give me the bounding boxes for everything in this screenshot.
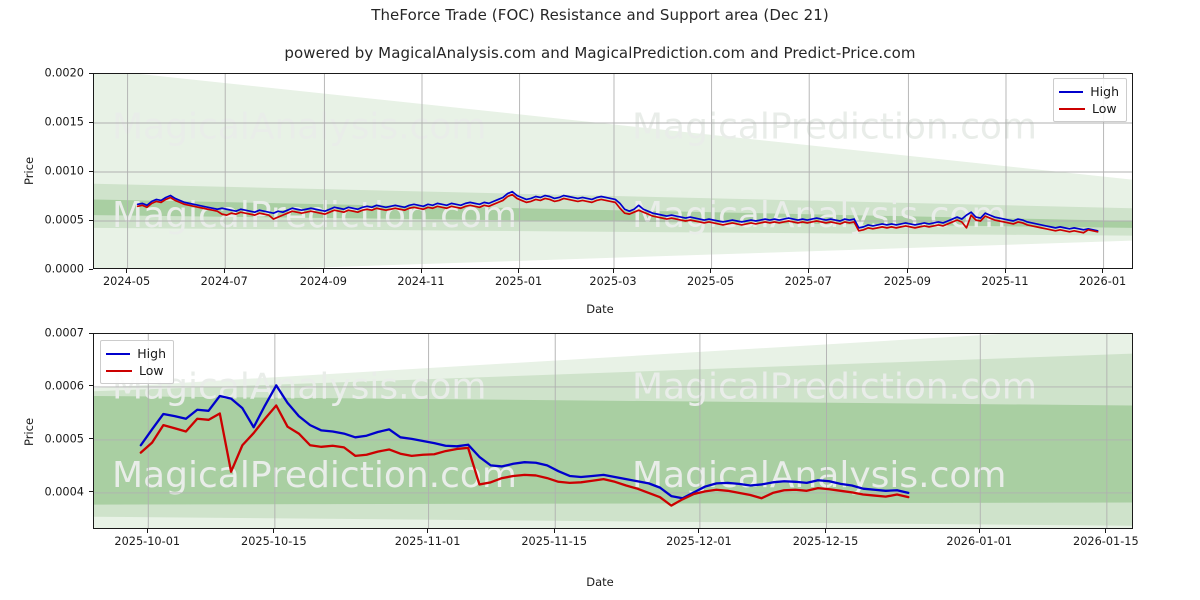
x-tick-label: 2025-12-01 (666, 535, 732, 548)
x-tick-label: 2025-09 (883, 275, 931, 288)
x-tick-label: 2025-03 (589, 275, 637, 288)
x-tick-label: 2025-10-01 (114, 535, 181, 548)
watermark-text: MagicalAnalysis.com (632, 455, 1006, 496)
legend-entry[interactable]: Low (1059, 100, 1119, 117)
x-tick-label: 2025-01 (494, 275, 543, 288)
y-tick-mark (89, 438, 93, 440)
x-tick-label: 2025-07 (784, 275, 832, 288)
y-tick-label: 0.0007 (44, 326, 84, 340)
watermark-text: MagicalPrediction.com (112, 195, 517, 236)
x-tick-label: 2026-01-15 (1073, 535, 1139, 548)
y-tick-label: 0.0005 (44, 432, 84, 446)
y-tick-label: 0.0010 (44, 164, 84, 178)
x-tick-mark (420, 269, 422, 273)
legend-entry[interactable]: Low (106, 362, 166, 379)
x-tick-mark (553, 529, 555, 533)
y-tick-mark (89, 385, 93, 387)
x-tick-mark (146, 529, 148, 533)
watermark-text: MagicalAnalysis.com (112, 107, 486, 148)
y-tick-mark (89, 491, 93, 493)
x-tick-label: 2025-10-15 (241, 535, 307, 548)
y-tick-label: 0.0020 (44, 66, 84, 80)
overview-plot-svg: MagicalAnalysis.com MagicalPrediction.com… (94, 74, 1132, 268)
x-tick-label: 2024-11 (397, 275, 445, 288)
x-tick-mark (710, 269, 712, 273)
series-line-low (136, 193, 1099, 234)
x-tick-mark (322, 269, 324, 273)
watermark-text: MagicalPrediction.com (112, 455, 517, 496)
x-tick-mark (825, 529, 827, 533)
y-tick-mark (89, 332, 93, 334)
overview-legend: High Low (1053, 78, 1127, 122)
watermark-text: MagicalPrediction.com (632, 107, 1037, 148)
x-tick-label: 2025-12-15 (792, 535, 859, 548)
legend-entry[interactable]: High (106, 345, 166, 362)
x-tick-mark (223, 269, 225, 273)
legend-label: Low (1092, 101, 1117, 116)
overview-chart-panel: Price Date MagicalAnalysis.com MagicalPre… (22, 66, 1133, 316)
y-tick-label: 0.0000 (44, 262, 84, 276)
overview-x-axis-label: Date (586, 302, 614, 316)
x-tick-label: 2024-05 (102, 275, 151, 288)
detail-legend: High Low (100, 340, 174, 384)
legend-entry[interactable]: High (1059, 83, 1119, 100)
y-tick-mark (89, 121, 93, 123)
legend-label: Low (139, 363, 164, 378)
x-tick-label: 2025-11-15 (521, 535, 588, 548)
y-tick-label: 0.0006 (44, 379, 84, 393)
y-tick-mark (89, 170, 93, 172)
y-tick-label: 0.0015 (44, 115, 84, 129)
y-tick-mark (89, 268, 93, 270)
legend-label: High (137, 346, 166, 361)
x-tick-label: 2024-09 (299, 275, 347, 288)
y-tick-mark (89, 219, 93, 221)
x-tick-label: 2026-01 (1078, 275, 1127, 288)
series-line-high (139, 384, 910, 500)
overview-plot-area: MagicalAnalysis.com MagicalPrediction.com… (93, 73, 1133, 269)
x-tick-mark (518, 269, 520, 273)
page-title: TheForce Trade (FOC) Resistance and Supp… (371, 6, 829, 24)
x-tick-mark (698, 529, 700, 533)
x-tick-mark (1004, 269, 1006, 273)
page-subtitle: powered by MagicalAnalysis.com and Magic… (284, 44, 916, 62)
detail-plot-area: MagicalAnalysis.com MagicalPrediction.com… (93, 333, 1133, 529)
x-tick-label: 2025-11 (981, 275, 1029, 288)
legend-label: High (1090, 84, 1119, 99)
y-tick-label: 0.0004 (44, 485, 84, 499)
legend-swatch-low-icon (106, 369, 132, 372)
x-tick-mark (1102, 269, 1104, 273)
x-tick-label: 2025-11-01 (394, 535, 461, 548)
x-tick-mark (126, 269, 128, 273)
watermark-text: MagicalAnalysis.com (632, 195, 1006, 236)
x-tick-mark (978, 529, 980, 533)
x-tick-mark (807, 269, 809, 273)
band-inner (94, 395, 1132, 505)
legend-swatch-high-icon (1059, 90, 1084, 93)
x-tick-label: 2024-07 (200, 275, 248, 288)
x-tick-mark (1105, 529, 1107, 533)
x-tick-mark (612, 269, 614, 273)
y-tick-mark (89, 72, 93, 74)
legend-swatch-low-icon (1059, 107, 1085, 110)
series-line-high (136, 190, 1099, 232)
x-tick-mark (906, 269, 908, 273)
x-tick-mark (273, 529, 275, 533)
detail-plot-svg: MagicalAnalysis.com MagicalPrediction.com… (94, 334, 1132, 528)
x-tick-mark (427, 529, 429, 533)
x-tick-label: 2026-01-01 (946, 535, 1013, 548)
band-outer (94, 74, 1132, 268)
detail-chart-panel: Price Date MagicalAnalysis.com MagicalPre… (0, 310, 1200, 600)
y-tick-label: 0.0005 (44, 213, 84, 227)
legend-swatch-high-icon (106, 352, 131, 355)
x-tick-label: 2025-05 (686, 275, 735, 288)
detail-x-axis-label: Date (586, 575, 614, 589)
series-line-low (139, 404, 910, 507)
